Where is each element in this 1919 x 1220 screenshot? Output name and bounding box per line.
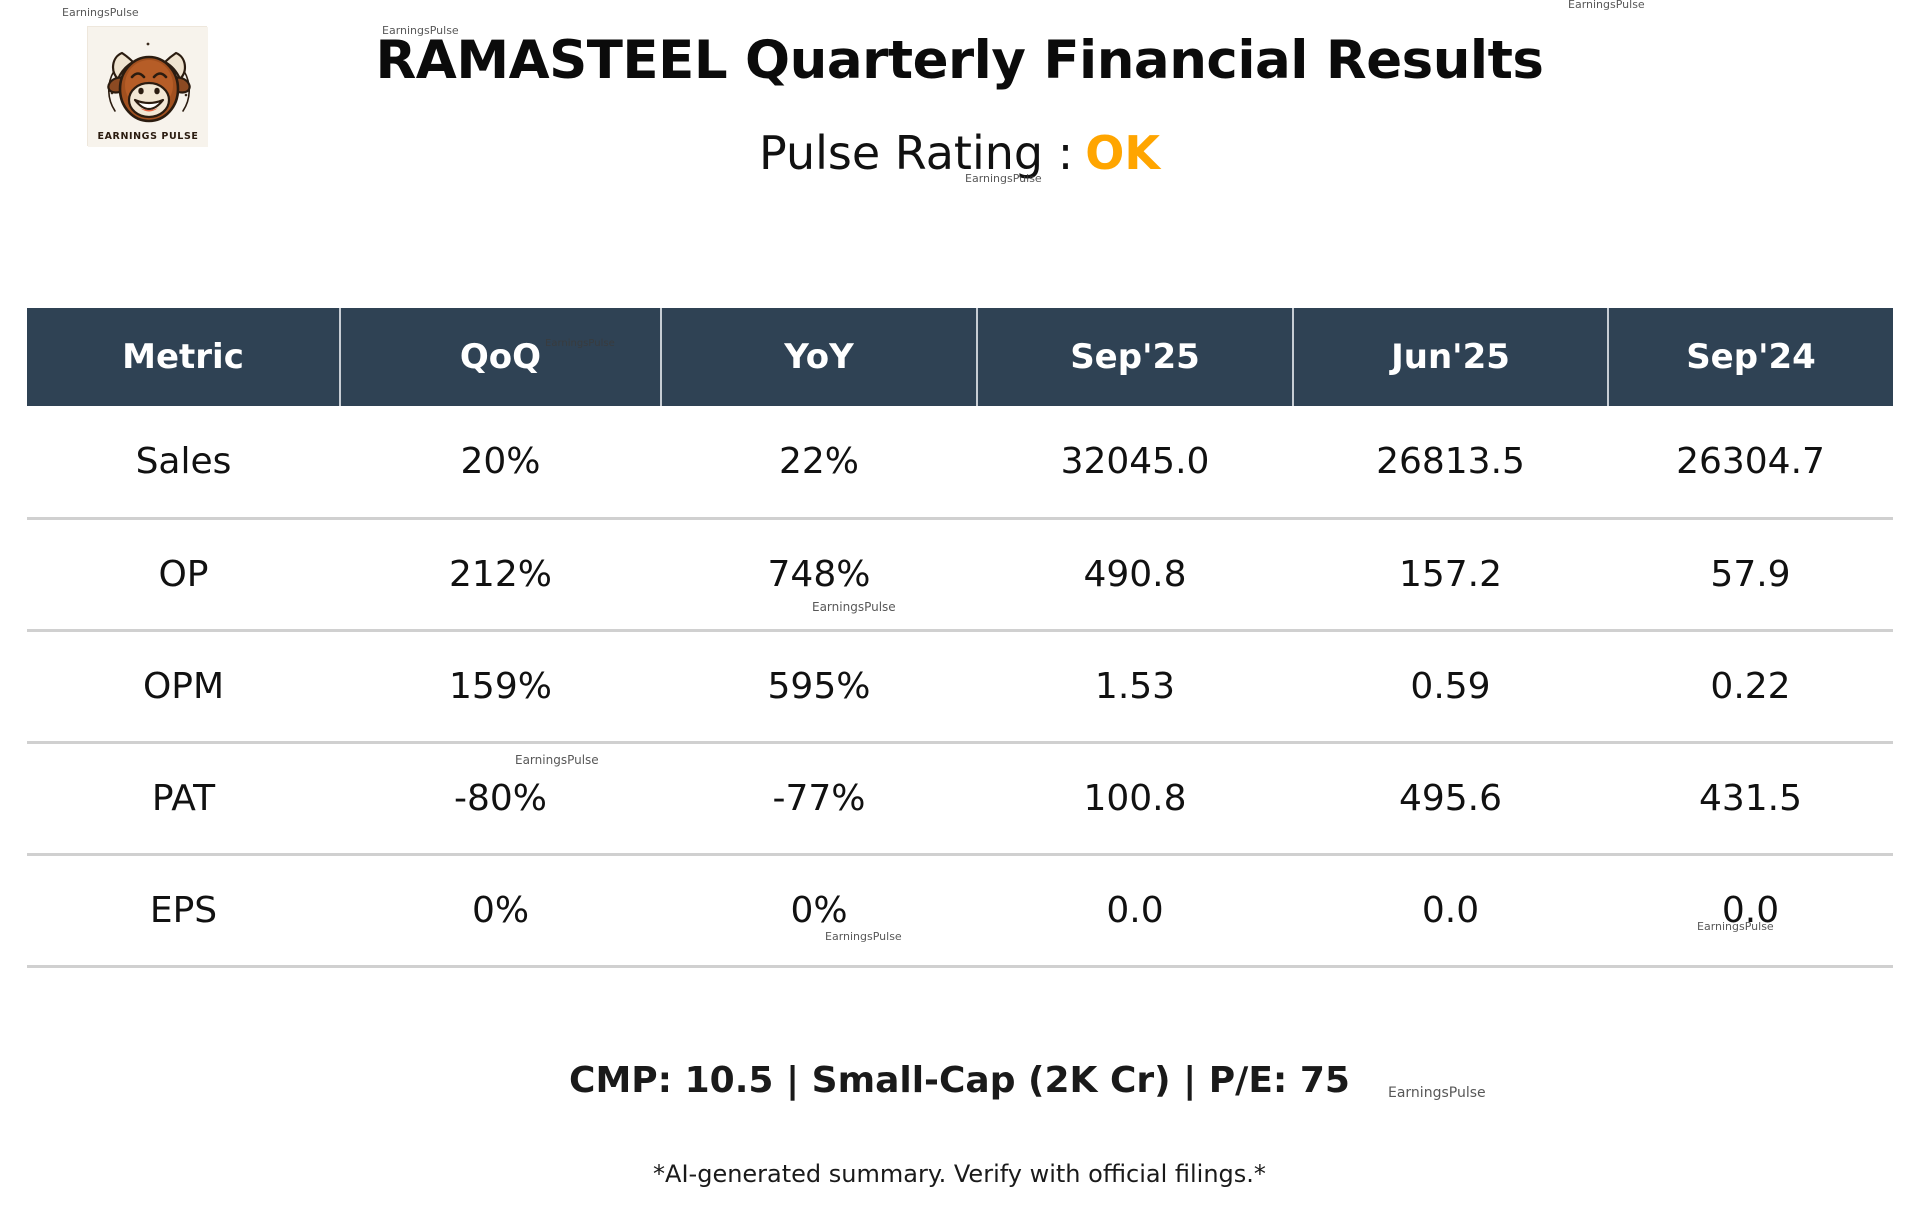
table-row: Sales 20% 22% 32045.0 26813.5 26304.7 xyxy=(27,406,1893,520)
cell-metric: OP xyxy=(27,518,340,632)
table-row: OPM 159% 595% 1.53 0.59 0.22 xyxy=(27,630,1893,744)
pulse-rating: Pulse Rating : OK xyxy=(0,126,1919,180)
cell-qoq: -80% xyxy=(340,742,661,856)
table-row: OP 212% 748% 490.8 157.2 57.9 xyxy=(27,518,1893,632)
cell-jun25: 0.0 xyxy=(1293,854,1608,968)
cell-jun25: 495.6 xyxy=(1293,742,1608,856)
cell-qoq: 212% xyxy=(340,518,661,632)
bull-head-icon: EARNINGS PULSE xyxy=(88,27,208,147)
cell-metric: PAT xyxy=(27,742,340,856)
cell-metric: EPS xyxy=(27,854,340,968)
column-header-qoq: QoQ xyxy=(340,308,662,406)
pulse-rating-value: OK xyxy=(1085,126,1160,180)
cell-sep25: 0.0 xyxy=(977,854,1293,968)
cell-qoq: 159% xyxy=(340,630,661,744)
cell-yoy: 595% xyxy=(661,630,977,744)
cell-metric: Sales xyxy=(27,406,340,520)
financial-results-table: Metric QoQ YoY Sep'25 Jun'25 Sep'24 Sale… xyxy=(27,308,1893,968)
cell-sep24: 0.0 xyxy=(1608,854,1893,968)
table-row: EPS 0% 0% 0.0 0.0 0.0 xyxy=(27,854,1893,968)
pulse-rating-label: Pulse Rating : xyxy=(759,126,1074,180)
column-header-yoy: YoY xyxy=(661,308,978,406)
cell-yoy: -77% xyxy=(661,742,977,856)
table-body: Sales 20% 22% 32045.0 26813.5 26304.7 OP… xyxy=(27,406,1893,968)
table-header: Metric QoQ YoY Sep'25 Jun'25 Sep'24 xyxy=(27,308,1893,406)
table-header-row: Metric QoQ YoY Sep'25 Jun'25 Sep'24 xyxy=(27,308,1893,406)
cell-qoq: 0% xyxy=(340,854,661,968)
cell-sep25: 100.8 xyxy=(977,742,1293,856)
cell-sep25: 1.53 xyxy=(977,630,1293,744)
table-row: PAT -80% -77% 100.8 495.6 431.5 xyxy=(27,742,1893,856)
column-header-metric: Metric xyxy=(27,308,341,406)
cell-sep24: 57.9 xyxy=(1608,518,1893,632)
cell-jun25: 26813.5 xyxy=(1293,406,1608,520)
watermark: EarningsPulse xyxy=(62,6,139,19)
valuation-summary: CMP: 10.5 | Small-Cap (2K Cr) | P/E: 75 xyxy=(569,1060,1350,1101)
cell-metric: OPM xyxy=(27,630,340,744)
brand-logo: EARNINGS PULSE xyxy=(87,26,208,147)
cell-jun25: 157.2 xyxy=(1293,518,1608,632)
cell-sep24: 26304.7 xyxy=(1608,406,1893,520)
cell-qoq: 20% xyxy=(340,406,661,520)
svg-text:EARNINGS PULSE: EARNINGS PULSE xyxy=(97,131,198,142)
cell-sep24: 0.22 xyxy=(1608,630,1893,744)
watermark: EarningsPulse xyxy=(1568,0,1645,11)
cell-sep24: 431.5 xyxy=(1608,742,1893,856)
disclaimer-text: *AI-generated summary. Verify with offic… xyxy=(653,1160,1266,1188)
cell-yoy: 748% xyxy=(661,518,977,632)
cell-jun25: 0.59 xyxy=(1293,630,1608,744)
cell-yoy: 0% xyxy=(661,854,977,968)
cell-yoy: 22% xyxy=(661,406,977,520)
page-title: RAMASTEEL Quarterly Financial Results xyxy=(375,30,1544,91)
cell-sep25: 32045.0 xyxy=(977,406,1293,520)
column-header-sep24: Sep'24 xyxy=(1608,308,1893,406)
column-header-jun25: Jun'25 xyxy=(1293,308,1609,406)
cell-sep25: 490.8 xyxy=(977,518,1293,632)
column-header-sep25: Sep'25 xyxy=(977,308,1294,406)
